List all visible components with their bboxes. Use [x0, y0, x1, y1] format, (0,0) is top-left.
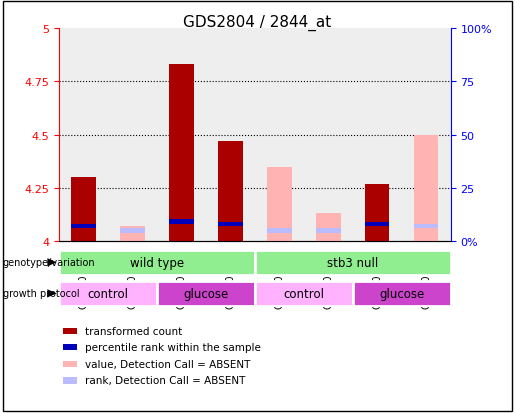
- Text: control: control: [283, 287, 324, 300]
- Bar: [72, 178, 96, 242]
- Text: GDS2804 / 2844_at: GDS2804 / 2844_at: [183, 14, 332, 31]
- Bar: [72, 224, 96, 229]
- Text: genotype/variation: genotype/variation: [3, 258, 95, 268]
- Bar: [218, 222, 243, 227]
- Bar: [169, 65, 194, 242]
- Bar: [267, 228, 291, 233]
- Bar: [63, 328, 77, 334]
- Text: control: control: [88, 287, 129, 300]
- Bar: [267, 167, 291, 242]
- Text: percentile rank within the sample: percentile rank within the sample: [84, 342, 261, 352]
- Bar: [365, 184, 389, 242]
- Polygon shape: [47, 259, 57, 267]
- Text: growth protocol: growth protocol: [3, 289, 79, 299]
- Bar: [121, 227, 145, 242]
- Bar: [414, 224, 438, 229]
- Bar: [63, 377, 77, 384]
- Text: stb3 null: stb3 null: [327, 256, 379, 269]
- Bar: [353, 281, 451, 306]
- Bar: [121, 228, 145, 233]
- Bar: [59, 250, 255, 275]
- Text: value, Detection Call = ABSENT: value, Detection Call = ABSENT: [84, 359, 250, 369]
- Bar: [157, 281, 255, 306]
- Bar: [316, 214, 340, 242]
- Text: wild type: wild type: [130, 256, 184, 269]
- Bar: [218, 142, 243, 242]
- Bar: [255, 250, 451, 275]
- Polygon shape: [47, 290, 57, 298]
- Text: glucose: glucose: [183, 287, 229, 300]
- Text: glucose: glucose: [379, 287, 424, 300]
- Bar: [169, 220, 194, 225]
- Bar: [59, 281, 157, 306]
- Text: rank, Detection Call = ABSENT: rank, Detection Call = ABSENT: [84, 375, 245, 386]
- Bar: [316, 228, 340, 233]
- Text: transformed count: transformed count: [84, 326, 182, 336]
- Bar: [63, 344, 77, 351]
- Bar: [255, 281, 353, 306]
- Bar: [63, 361, 77, 367]
- Bar: [414, 135, 438, 242]
- Bar: [365, 222, 389, 227]
